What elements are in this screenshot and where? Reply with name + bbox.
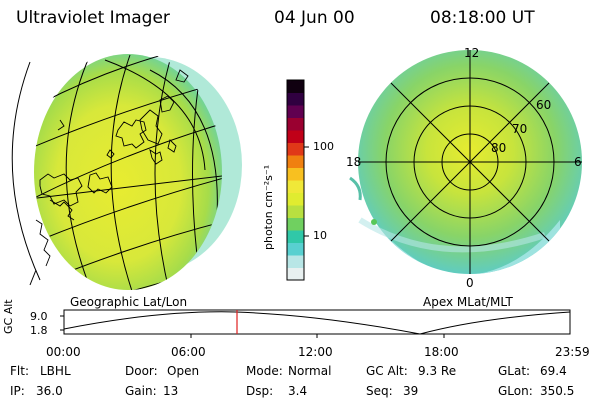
colorbar-segment <box>287 255 304 268</box>
colorbar-segment <box>287 117 304 131</box>
colorbar-segment <box>287 242 304 256</box>
altitude-tick-1-8: 1.8 <box>30 324 48 337</box>
mlt-12-label: 12 <box>464 46 480 60</box>
mlt-6-label: 6 <box>574 155 582 169</box>
time-tick-2359: 23:59 <box>555 345 590 359</box>
altitude-plot <box>60 309 571 338</box>
colorbar-segment <box>287 92 304 106</box>
lat-70-label: 70 <box>512 122 528 136</box>
altitude-curve <box>63 311 571 335</box>
flt-label: Flt: <box>10 364 29 378</box>
polar-map <box>349 50 582 274</box>
ip-value: 36.0 <box>36 384 63 398</box>
mlt-18-label: 18 <box>346 155 362 169</box>
time-tick-0600: 06:00 <box>171 345 206 359</box>
colorbar-segment <box>287 217 304 231</box>
color-bar <box>286 79 305 281</box>
gain-value: 13 <box>163 384 179 398</box>
gcalt-label: GC Alt: <box>366 364 408 378</box>
time-tick-1200: 12:00 <box>298 345 333 359</box>
geographic-map <box>11 50 242 290</box>
mode-label: Mode: <box>246 364 283 378</box>
door-label: Door: <box>125 364 158 378</box>
colorbar-segment <box>287 267 304 281</box>
colorbar-segment <box>287 80 304 93</box>
altitude-ylabel: GC Alt <box>2 299 15 334</box>
time-tick-0000: 00:00 <box>46 345 81 359</box>
door-value: Open <box>167 364 200 378</box>
colorbar-segment <box>287 205 304 218</box>
mlt-0-label: 0 <box>466 276 474 290</box>
time-tick-1800: 18:00 <box>424 345 459 359</box>
altitude-tick-9: 9.0 <box>30 310 48 323</box>
colorbar-segment <box>287 105 304 118</box>
colorbar-label-10: 10 <box>313 229 327 242</box>
colorbar-unit-label: photon cm⁻²s⁻¹ <box>262 164 275 250</box>
apex-caption: Apex MLat/MLT <box>423 295 513 309</box>
colorbar-label-100: 100 <box>313 140 334 153</box>
date-label: 04 Jun 00 <box>274 8 355 28</box>
flt-value: LBHL <box>40 364 71 378</box>
lat-60-label: 60 <box>536 98 552 112</box>
colorbar-segment <box>287 142 304 156</box>
colorbar-segment <box>287 155 304 168</box>
glon-value: 350.5 <box>540 384 575 398</box>
geographic-caption: Geographic Lat/Lon <box>70 295 188 309</box>
gcalt-value: 9.3 Re <box>418 364 457 378</box>
time-label: 08:18:00 UT <box>430 8 535 28</box>
seq-label: Seq: <box>366 384 393 398</box>
dsp-value: 3.4 <box>288 384 308 398</box>
gain-label: Gain: <box>125 384 157 398</box>
ip-label: IP: <box>10 384 25 398</box>
glat-value: 69.4 <box>540 364 567 378</box>
colorbar-segment <box>287 130 304 143</box>
lat-80-label: 80 <box>491 141 507 155</box>
colorbar-segment <box>287 230 304 243</box>
glon-label: GLon: <box>498 384 533 398</box>
mode-value: Normal <box>288 364 332 378</box>
glat-label: GLat: <box>498 364 531 378</box>
colorbar-segment <box>287 192 304 206</box>
colorbar-segment <box>287 167 304 181</box>
seq-value: 39 <box>403 384 419 398</box>
dsp-label: Dsp: <box>246 384 274 398</box>
app-title: Ultraviolet Imager <box>16 8 170 28</box>
colorbar-frame <box>286 79 305 281</box>
colorbar-segment <box>287 180 304 193</box>
